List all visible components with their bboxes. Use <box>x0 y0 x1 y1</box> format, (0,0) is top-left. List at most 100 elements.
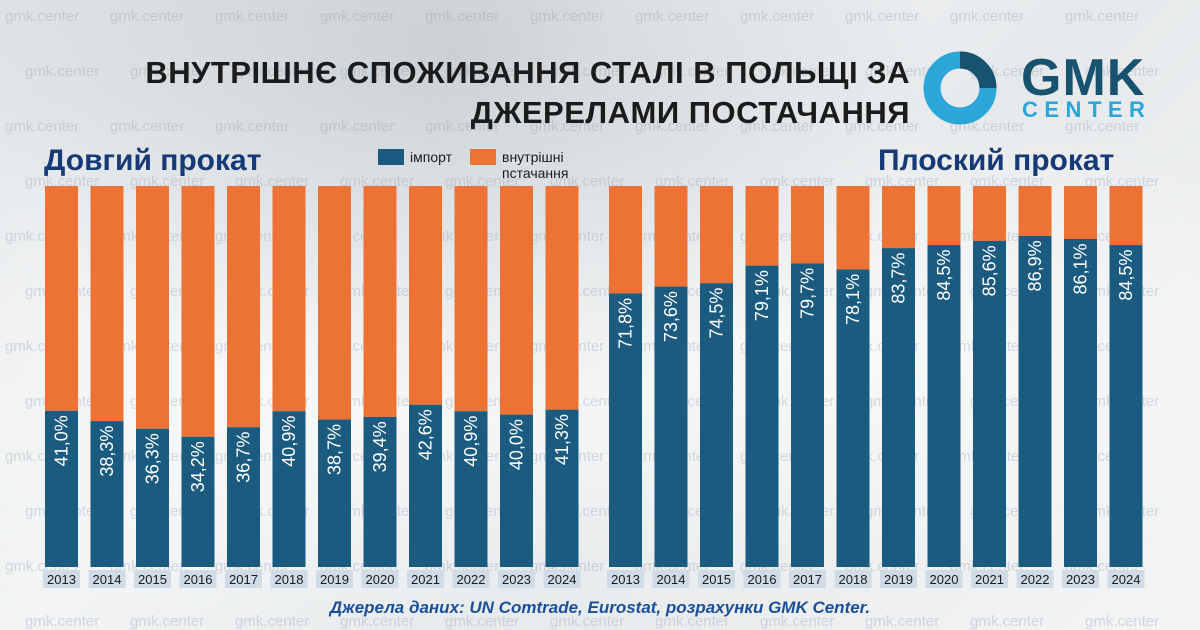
year-box-long-2018 <box>270 570 308 588</box>
year-box-flat-2016 <box>743 570 781 588</box>
watermark-text: gmk.center <box>235 173 310 190</box>
watermark-text: gmk.center <box>445 63 520 80</box>
data-label-long-2017: 36,7% <box>234 432 254 483</box>
tick-label-flat-2021: 2021 <box>975 572 1004 587</box>
data-label-flat-2022: 86,9% <box>1025 240 1045 291</box>
bar-domestic-flat-2018 <box>836 186 870 270</box>
watermark-text: gmk.center <box>865 613 940 630</box>
watermark-text: gmk.center <box>845 8 920 25</box>
legend-label-import: імпорт <box>410 149 452 165</box>
data-label-long-2022: 40,9% <box>461 416 481 467</box>
bar-import-long-2022 <box>454 411 488 567</box>
year-box-flat-2024 <box>1107 570 1145 588</box>
tick-label-long-2020: 2020 <box>366 572 395 587</box>
watermark-text: gmk.center <box>740 8 815 25</box>
tick-label-flat-2024: 2024 <box>1112 572 1141 587</box>
title-line-1: Внутрішнє споживання сталі в Польщі за <box>145 55 910 90</box>
watermark-text: gmk.center <box>635 118 710 135</box>
tick-label-flat-2014: 2014 <box>657 572 686 587</box>
tick-label-long-2017: 2017 <box>229 572 258 587</box>
bar-domestic-flat-2021 <box>973 186 1006 241</box>
data-label-flat-2021: 85,6% <box>980 245 1000 296</box>
legend-swatch-domestic <box>470 149 496 165</box>
tick-label-flat-2018: 2018 <box>839 572 868 587</box>
tick-label-long-2024: 2024 <box>548 572 577 587</box>
data-label-flat-2018: 78,1% <box>843 274 863 325</box>
watermark-text: gmk.center <box>655 613 730 630</box>
watermark-text: gmk.center <box>215 118 290 135</box>
bar-import-flat-2013 <box>609 293 642 567</box>
data-label-long-2024: 41,3% <box>552 414 572 465</box>
bar-domestic-flat-2014 <box>654 186 688 287</box>
watermark-text: gmk.center <box>320 118 395 135</box>
watermark-text: gmk.center <box>845 118 920 135</box>
tick-label-flat-2017: 2017 <box>793 572 822 587</box>
year-box-long-2024 <box>543 570 581 588</box>
bar-import-long-2016 <box>181 436 215 567</box>
page-title: Внутрішнє споживання сталі в Польщі за д… <box>90 53 910 133</box>
bar-import-long-2013 <box>45 410 78 567</box>
watermark-text: gmk.center <box>760 63 835 80</box>
data-label-long-2016: 34,2% <box>188 441 208 492</box>
year-box-flat-2023 <box>1062 570 1099 588</box>
data-label-flat-2014: 73,6% <box>661 291 681 342</box>
data-label-long-2018: 40,9% <box>279 416 299 467</box>
logo-text-gmk: GMK <box>1021 49 1146 107</box>
source-note: Джерела даних: UN Comtrade, Eurostat, ро… <box>329 598 871 617</box>
bar-domestic-flat-2024 <box>1109 186 1143 246</box>
year-box-long-2014 <box>88 570 126 588</box>
tick-label-flat-2022: 2022 <box>1021 572 1050 587</box>
bar-domestic-flat-2023 <box>1064 186 1097 239</box>
bar-domestic-long-2018 <box>272 186 306 412</box>
year-box-flat-2022 <box>1016 570 1054 588</box>
data-label-flat-2020: 84,5% <box>934 250 954 301</box>
bar-domestic-flat-2019 <box>882 186 915 249</box>
data-label-long-2020: 39,4% <box>370 421 390 472</box>
watermark-text: gmk.center <box>25 63 100 80</box>
tick-label-long-2015: 2015 <box>138 572 167 587</box>
legend-label-domestic: внутрішні пстачання <box>502 149 568 181</box>
bar-import-long-2014 <box>90 421 124 567</box>
year-box-long-2023 <box>498 570 535 588</box>
year-box-flat-2018 <box>834 570 872 588</box>
watermark-text: gmk.center <box>425 118 500 135</box>
data-label-long-2015: 36,3% <box>143 433 163 484</box>
tick-label-long-2018: 2018 <box>275 572 304 587</box>
data-label-long-2021: 42,6% <box>416 409 436 460</box>
bar-import-flat-2017 <box>791 263 824 567</box>
year-box-flat-2015 <box>698 570 735 588</box>
watermark-text: gmk.center <box>530 118 605 135</box>
watermark-text: gmk.center <box>5 8 80 25</box>
bar-domestic-flat-2015 <box>700 186 733 284</box>
watermark-text: gmk.center <box>320 8 395 25</box>
watermark-text: gmk.center <box>1065 118 1140 135</box>
year-box-long-2022 <box>452 570 490 588</box>
bar-import-long-2021 <box>409 404 442 567</box>
bar-import-flat-2019 <box>882 248 915 567</box>
bar-import-long-2024 <box>545 409 579 567</box>
bar-import-flat-2024 <box>1109 245 1143 567</box>
watermark-text: gmk.center <box>110 8 185 25</box>
watermark-text: gmk.center <box>215 8 290 25</box>
data-label-flat-2023: 86,1% <box>1071 243 1091 294</box>
tick-label-flat-2013: 2013 <box>611 572 640 587</box>
watermark-text: gmk.center <box>445 613 520 630</box>
data-label-long-2013: 41,0% <box>52 415 72 466</box>
watermark-text: gmk.center <box>1085 63 1160 80</box>
bar-import-long-2015 <box>136 428 169 567</box>
year-box-long-2015 <box>134 570 171 588</box>
watermark-text: gmk.center <box>340 63 415 80</box>
watermark-text: gmk.center <box>950 8 1025 25</box>
bar-domestic-flat-2020 <box>927 186 961 246</box>
data-label-flat-2017: 79,7% <box>798 268 818 319</box>
year-box-flat-2020 <box>925 570 963 588</box>
tick-label-flat-2019: 2019 <box>884 572 913 587</box>
year-box-long-2019 <box>316 570 353 588</box>
watermark-text: gmk.center <box>655 63 730 80</box>
panel-title-flat: Плоский прокат <box>878 144 1115 177</box>
tick-label-long-2021: 2021 <box>411 572 440 587</box>
year-box-flat-2019 <box>880 570 917 588</box>
data-label-long-2019: 38,7% <box>325 424 345 475</box>
year-box-flat-2021 <box>971 570 1008 588</box>
legend-swatch-import <box>378 149 404 165</box>
